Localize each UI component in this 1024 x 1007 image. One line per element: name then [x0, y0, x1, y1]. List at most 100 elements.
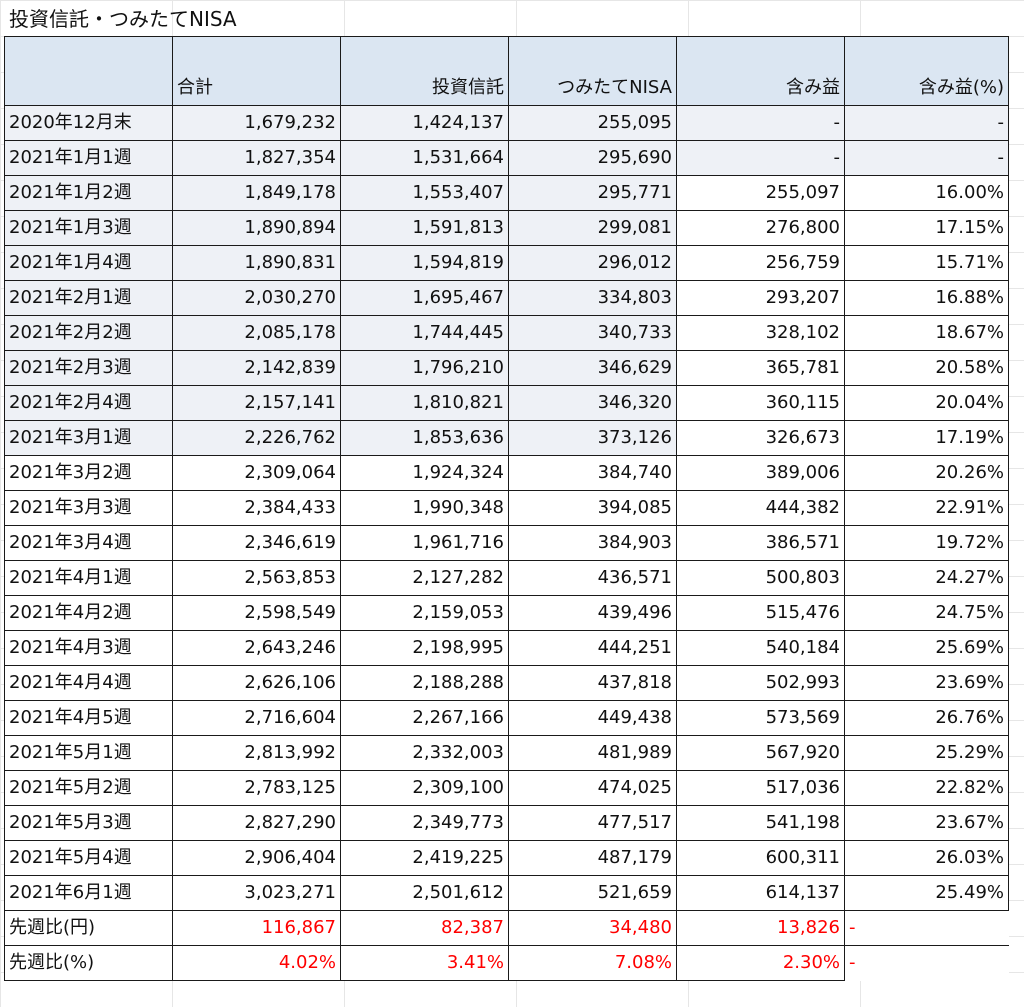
unrealized-gain-pct-cell[interactable]: 18.67% — [844, 315, 1009, 351]
total-cell[interactable]: 2,309,064 — [172, 455, 341, 491]
total-cell[interactable]: 2,384,433 — [172, 490, 341, 526]
unrealized-gain-cell[interactable]: - — [676, 105, 845, 141]
tsumitate-nisa-cell[interactable]: 449,438 — [508, 700, 677, 736]
total-cell[interactable]: 2,906,404 — [172, 840, 341, 876]
total-cell[interactable]: 2,157,141 — [172, 385, 341, 421]
investment-trust-cell[interactable]: 1,853,636 — [340, 420, 509, 456]
total-cell[interactable]: 2,626,106 — [172, 665, 341, 701]
total-cell[interactable]: 1,827,354 — [172, 140, 341, 176]
unrealized-gain-cell[interactable]: 360,115 — [676, 385, 845, 421]
row-label-cell[interactable]: 2020年12月末 — [4, 105, 173, 141]
row-label-cell[interactable]: 2021年5月3週 — [4, 805, 173, 841]
total-cell[interactable]: 3,023,271 — [172, 875, 341, 911]
unrealized-gain-pct-cell[interactable]: - — [844, 140, 1009, 176]
unrealized-gain-cell[interactable]: 256,759 — [676, 245, 845, 281]
row-label-cell[interactable]: 2021年4月5週 — [4, 700, 173, 736]
unrealized-gain-pct-cell[interactable]: 23.69% — [844, 665, 1009, 701]
tsumitate-nisa-cell[interactable]: 299,081 — [508, 210, 677, 246]
total-cell[interactable]: 1,890,894 — [172, 210, 341, 246]
unrealized-gain-cell[interactable]: 614,137 — [676, 875, 845, 911]
total-cell[interactable]: 2,226,762 — [172, 420, 341, 456]
investment-trust-cell[interactable]: 2,309,100 — [340, 770, 509, 806]
investment-trust-cell[interactable]: 2,188,288 — [340, 665, 509, 701]
total-cell[interactable]: 2,030,270 — [172, 280, 341, 316]
summary-value-cell[interactable]: 7.08% — [508, 945, 677, 981]
unrealized-gain-pct-cell[interactable]: 25.69% — [844, 630, 1009, 666]
investment-trust-cell[interactable]: 2,198,995 — [340, 630, 509, 666]
investment-trust-cell[interactable]: 2,332,003 — [340, 735, 509, 771]
investment-trust-cell[interactable]: 1,531,664 — [340, 140, 509, 176]
row-label-cell[interactable]: 2021年1月4週 — [4, 245, 173, 281]
investment-trust-cell[interactable]: 2,267,166 — [340, 700, 509, 736]
investment-trust-cell[interactable]: 1,990,348 — [340, 490, 509, 526]
row-label-cell[interactable]: 2021年2月2週 — [4, 315, 173, 351]
tsumitate-nisa-cell[interactable]: 346,629 — [508, 350, 677, 386]
unrealized-gain-pct-cell[interactable]: 16.00% — [844, 175, 1009, 211]
investment-trust-cell[interactable]: 1,924,324 — [340, 455, 509, 491]
unrealized-gain-pct-cell[interactable]: 19.72% — [844, 525, 1009, 561]
unrealized-gain-cell[interactable]: 517,036 — [676, 770, 845, 806]
tsumitate-nisa-cell[interactable]: 477,517 — [508, 805, 677, 841]
tsumitate-nisa-cell[interactable]: 384,740 — [508, 455, 677, 491]
investment-trust-cell[interactable]: 1,695,467 — [340, 280, 509, 316]
tsumitate-nisa-cell[interactable]: 346,320 — [508, 385, 677, 421]
total-cell[interactable]: 2,085,178 — [172, 315, 341, 351]
summary-value-cell[interactable]: 34,480 — [508, 910, 677, 946]
row-label-cell[interactable]: 2021年1月2週 — [4, 175, 173, 211]
unrealized-gain-cell[interactable]: 600,311 — [676, 840, 845, 876]
unrealized-gain-pct-cell[interactable]: 20.26% — [844, 455, 1009, 491]
tsumitate-nisa-cell[interactable]: 384,903 — [508, 525, 677, 561]
tsumitate-nisa-cell[interactable]: 255,095 — [508, 105, 677, 141]
header-cell-corner[interactable] — [4, 36, 173, 106]
row-label-cell[interactable]: 2021年4月2週 — [4, 595, 173, 631]
investment-trust-cell[interactable]: 1,810,821 — [340, 385, 509, 421]
summary-value-cell[interactable]: 4.02% — [172, 945, 341, 981]
unrealized-gain-pct-cell[interactable]: 25.49% — [844, 875, 1009, 911]
total-cell[interactable]: 2,783,125 — [172, 770, 341, 806]
unrealized-gain-pct-cell[interactable]: 23.67% — [844, 805, 1009, 841]
summary-value-cell[interactable]: 2.30% — [676, 945, 845, 981]
header-cell-unrealized-gain[interactable]: 含み益 — [676, 36, 845, 106]
tsumitate-nisa-cell[interactable]: 296,012 — [508, 245, 677, 281]
total-cell[interactable]: 2,598,549 — [172, 595, 341, 631]
summary-pct-cell[interactable]: - — [844, 910, 1009, 946]
row-label-cell[interactable]: 2021年3月1週 — [4, 420, 173, 456]
unrealized-gain-cell[interactable]: 389,006 — [676, 455, 845, 491]
unrealized-gain-cell[interactable]: 541,198 — [676, 805, 845, 841]
investment-trust-cell[interactable]: 1,961,716 — [340, 525, 509, 561]
total-cell[interactable]: 2,142,839 — [172, 350, 341, 386]
unrealized-gain-cell[interactable]: 326,673 — [676, 420, 845, 456]
investment-trust-cell[interactable]: 2,419,225 — [340, 840, 509, 876]
total-cell[interactable]: 1,679,232 — [172, 105, 341, 141]
investment-trust-cell[interactable]: 1,796,210 — [340, 350, 509, 386]
unrealized-gain-cell[interactable]: 515,476 — [676, 595, 845, 631]
unrealized-gain-pct-cell[interactable]: 26.03% — [844, 840, 1009, 876]
unrealized-gain-cell[interactable]: 276,800 — [676, 210, 845, 246]
unrealized-gain-cell[interactable]: 444,382 — [676, 490, 845, 526]
unrealized-gain-pct-cell[interactable]: 22.91% — [844, 490, 1009, 526]
header-cell-unrealized-gain-pct[interactable]: 含み益(%) — [844, 36, 1009, 106]
row-label-cell[interactable]: 2021年5月2週 — [4, 770, 173, 806]
row-label-cell[interactable]: 2021年2月4週 — [4, 385, 173, 421]
investment-trust-cell[interactable]: 2,159,053 — [340, 595, 509, 631]
summary-value-cell[interactable]: 116,867 — [172, 910, 341, 946]
row-label-cell[interactable]: 2021年6月1週 — [4, 875, 173, 911]
unrealized-gain-cell[interactable]: 573,569 — [676, 700, 845, 736]
total-cell[interactable]: 2,643,246 — [172, 630, 341, 666]
row-label-cell[interactable]: 2021年3月4週 — [4, 525, 173, 561]
investment-trust-cell[interactable]: 1,591,813 — [340, 210, 509, 246]
row-label-cell[interactable]: 2021年5月1週 — [4, 735, 173, 771]
summary-pct-cell[interactable]: - — [844, 945, 1009, 981]
investment-trust-cell[interactable]: 2,501,612 — [340, 875, 509, 911]
summary-value-cell[interactable]: 3.41% — [340, 945, 509, 981]
unrealized-gain-cell[interactable]: 386,571 — [676, 525, 845, 561]
tsumitate-nisa-cell[interactable]: 474,025 — [508, 770, 677, 806]
row-label-cell[interactable]: 2021年3月3週 — [4, 490, 173, 526]
summary-value-cell[interactable]: 13,826 — [676, 910, 845, 946]
header-cell-total[interactable]: 合計 — [172, 36, 341, 106]
row-label-cell[interactable]: 2021年2月3週 — [4, 350, 173, 386]
unrealized-gain-cell[interactable]: 293,207 — [676, 280, 845, 316]
row-label-cell[interactable]: 2021年1月1週 — [4, 140, 173, 176]
tsumitate-nisa-cell[interactable]: 444,251 — [508, 630, 677, 666]
tsumitate-nisa-cell[interactable]: 340,733 — [508, 315, 677, 351]
